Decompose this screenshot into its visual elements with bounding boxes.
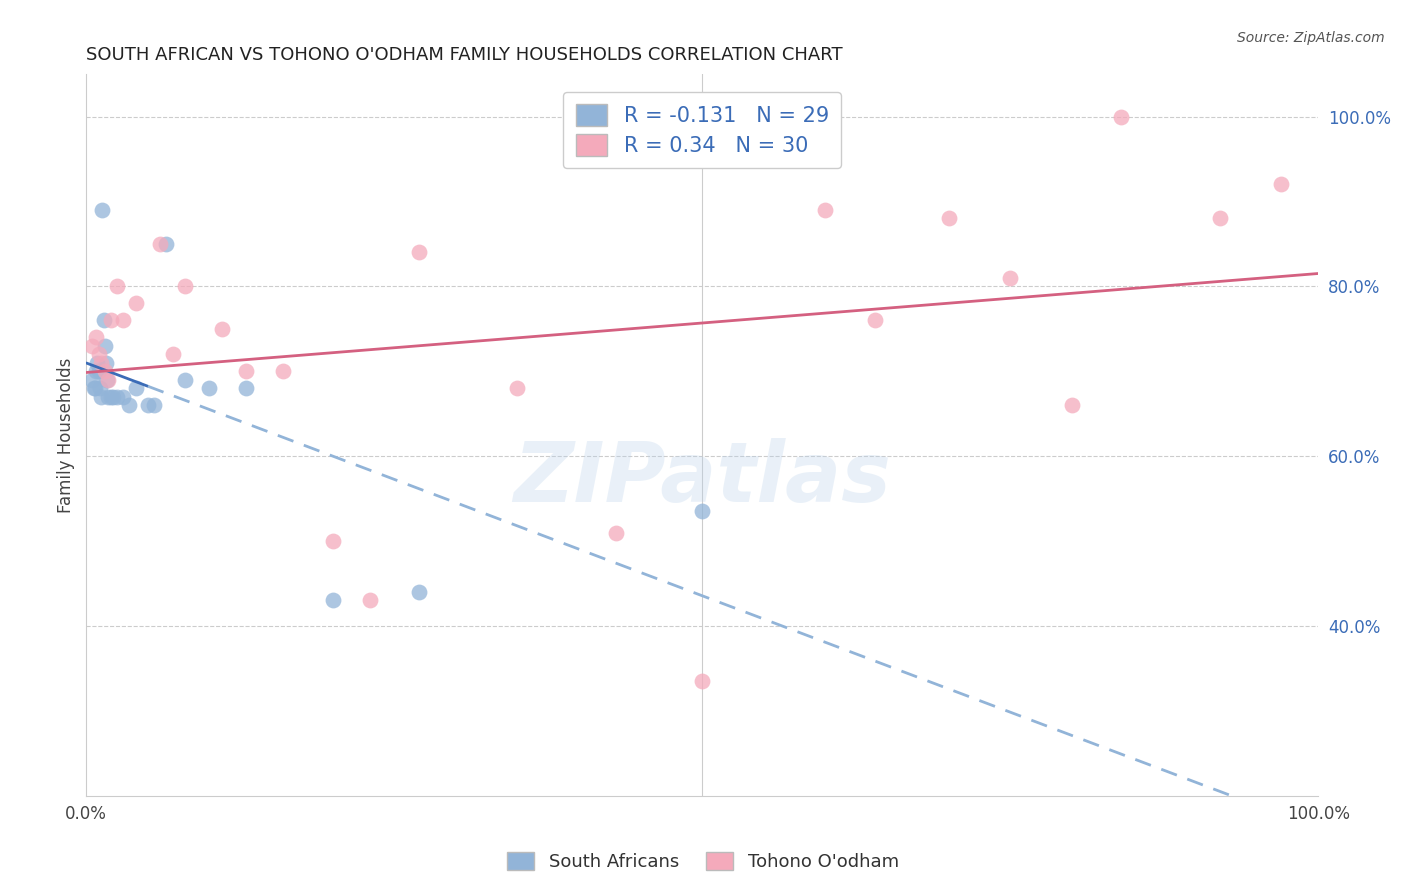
- Point: [235, 381, 257, 395]
- Point: [173, 373, 195, 387]
- Point: [143, 398, 166, 412]
- Legend: South Africans, Tohono O'odham: South Africans, Tohono O'odham: [501, 845, 905, 879]
- Point: [149, 236, 172, 251]
- Point: [103, 390, 125, 404]
- Point: [90, 356, 112, 370]
- Point: [136, 398, 159, 412]
- Point: [408, 585, 430, 599]
- Point: [690, 674, 713, 689]
- Point: [118, 398, 141, 412]
- Point: [690, 504, 713, 518]
- Point: [105, 279, 128, 293]
- Point: [94, 339, 117, 353]
- Point: [87, 364, 110, 378]
- Point: [84, 330, 107, 344]
- Point: [87, 347, 110, 361]
- Y-axis label: Family Households: Family Households: [58, 357, 75, 513]
- Text: SOUTH AFRICAN VS TOHONO O'ODHAM FAMILY HOUSEHOLDS CORRELATION CHART: SOUTH AFRICAN VS TOHONO O'ODHAM FAMILY H…: [86, 46, 844, 64]
- Point: [1060, 398, 1083, 412]
- Point: [90, 390, 112, 404]
- Point: [273, 364, 295, 378]
- Point: [162, 347, 184, 361]
- Point: [938, 211, 960, 226]
- Point: [408, 245, 430, 260]
- Point: [124, 381, 146, 395]
- Point: [94, 356, 117, 370]
- Point: [1270, 178, 1292, 192]
- Point: [322, 534, 344, 549]
- Point: [155, 236, 177, 251]
- Point: [322, 593, 344, 607]
- Point: [91, 202, 114, 217]
- Point: [96, 373, 118, 387]
- Text: ZIPatlas: ZIPatlas: [513, 438, 891, 519]
- Point: [112, 313, 135, 327]
- Point: [82, 339, 104, 353]
- Point: [100, 313, 122, 327]
- Point: [211, 322, 233, 336]
- Point: [84, 364, 107, 378]
- Point: [84, 381, 107, 395]
- Point: [94, 364, 117, 378]
- Point: [359, 593, 381, 607]
- Point: [605, 525, 627, 540]
- Point: [173, 279, 195, 293]
- Point: [97, 373, 120, 387]
- Legend: R = -0.131   N = 29, R = 0.34   N = 30: R = -0.131 N = 29, R = 0.34 N = 30: [564, 92, 841, 169]
- Point: [863, 313, 886, 327]
- Point: [1109, 110, 1132, 124]
- Point: [112, 390, 135, 404]
- Point: [198, 381, 221, 395]
- Point: [814, 202, 837, 217]
- Point: [506, 381, 529, 395]
- Point: [93, 313, 115, 327]
- Point: [83, 381, 105, 395]
- Point: [1000, 271, 1022, 285]
- Point: [82, 373, 104, 387]
- Point: [100, 390, 122, 404]
- Point: [86, 356, 108, 370]
- Point: [124, 296, 146, 310]
- Text: Source: ZipAtlas.com: Source: ZipAtlas.com: [1237, 31, 1385, 45]
- Point: [1209, 211, 1232, 226]
- Point: [105, 390, 128, 404]
- Point: [89, 381, 111, 395]
- Point: [97, 390, 120, 404]
- Point: [235, 364, 257, 378]
